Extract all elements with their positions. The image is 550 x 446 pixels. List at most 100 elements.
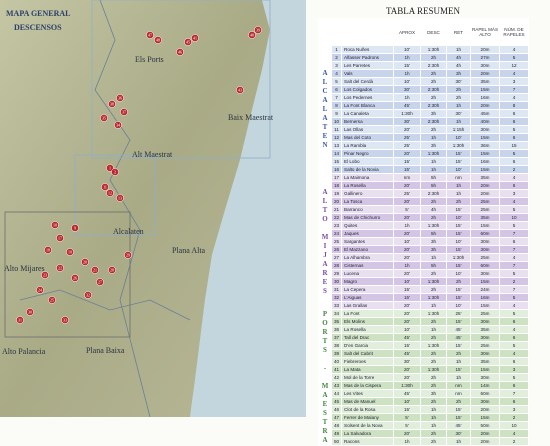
table-cell: 47 xyxy=(331,413,342,422)
table-cell: 1h xyxy=(420,325,447,334)
marker-dot xyxy=(41,271,49,279)
marker-dot xyxy=(26,308,34,316)
table-cell: 1h xyxy=(393,221,421,230)
table-cell: 1h xyxy=(446,101,471,110)
marker-dot xyxy=(91,266,99,274)
table-cell: 4h xyxy=(446,61,471,70)
table-cell: 24m xyxy=(470,285,500,294)
table-cell: Los Colgados xyxy=(341,85,394,94)
table-cell: 2h xyxy=(446,277,471,286)
table-cell: 30' xyxy=(393,117,421,126)
marker-label: 43 xyxy=(238,88,242,93)
marker-dot xyxy=(96,278,104,286)
table-cell: Alfasser Padrons xyxy=(341,53,394,62)
table-cell: 44 xyxy=(331,389,342,398)
table-cell: 10' xyxy=(393,237,421,246)
table-row: 15 El Lobo 15' 1h 15' 16m 6 xyxy=(318,157,529,166)
table-row: 7 Los Pedernes 1h 2h 2h 16m 4 xyxy=(318,93,529,102)
table-cell: 4 xyxy=(499,325,529,334)
table-cell: 2 xyxy=(499,413,529,422)
table-cell: 4 xyxy=(499,429,529,438)
column-header: DESC xyxy=(420,18,447,46)
table-cell: 1h xyxy=(420,301,447,310)
table-cell: 60m xyxy=(470,229,500,238)
column-header: APROX xyxy=(393,18,421,46)
table-cell: 45 xyxy=(331,397,342,406)
table-row: 42 Mol de la Torre 20' 2h 1h 30m 5 xyxy=(318,373,529,382)
marker-dot xyxy=(154,36,162,44)
table-cell: 35m xyxy=(470,357,500,366)
table-cell: 15' xyxy=(393,165,421,174)
table-cell: 5h xyxy=(420,181,447,190)
table-cell: 1:30h xyxy=(420,221,447,230)
table-cell: 6 xyxy=(499,397,529,406)
table-cell: 1h xyxy=(420,157,447,166)
table-cell: 12 xyxy=(499,61,529,70)
table-cell: 2h xyxy=(420,429,447,438)
table-cell: 15' xyxy=(446,261,471,270)
table-cell: nm xyxy=(446,389,471,398)
marker-dot xyxy=(248,31,256,39)
table-cell: 16m xyxy=(470,157,500,166)
table-cell: La Font xyxy=(341,309,394,318)
table-cell: 2h xyxy=(420,53,447,62)
marker-dot xyxy=(191,34,199,42)
table-cell: 5 xyxy=(499,205,529,214)
table-cell: 15' xyxy=(446,365,471,374)
table-cell: 2h xyxy=(420,69,447,78)
marker-label: 32 xyxy=(86,293,90,298)
table-cell: 27 xyxy=(331,253,342,262)
table-cell: 1h xyxy=(420,405,447,414)
table-cell: 1h xyxy=(446,373,471,382)
table-row: 47 Ferrer de Malany 5' 1h 15' 15m 2 xyxy=(318,413,529,422)
header-cell xyxy=(331,18,342,46)
table-cell: 30m xyxy=(470,333,500,342)
table-cell: 15' xyxy=(393,341,421,350)
table-cell: 6 xyxy=(499,117,529,126)
region-label: Alcalaten xyxy=(113,227,144,236)
table-row: 39 Salt del Cabrit 45' 2h 2h 30m 4 xyxy=(318,349,529,358)
table-cell: 45' xyxy=(393,349,421,358)
table-row: 10 Bernersa 30' 2:30h 1h 40m 6 xyxy=(318,117,529,126)
table-cell: 10' xyxy=(446,165,471,174)
table-title: TABLA RESUMEN xyxy=(385,6,461,16)
table-cell: 15' xyxy=(446,293,471,302)
table-row: 25 Sargantes 10' 3h 10' 30m 6 xyxy=(318,237,529,246)
marker-label: 26 xyxy=(73,276,77,281)
table-cell: 4 xyxy=(499,45,529,54)
table-cell: 12 xyxy=(331,133,342,142)
table-row: 18 La Rosella 20' 5h 1h 20m 6 xyxy=(318,181,529,190)
marker-label: 23 xyxy=(43,273,47,278)
table-cell: 5 xyxy=(499,53,529,62)
table-cell: 25' xyxy=(446,309,471,318)
table-cell: 2h xyxy=(420,357,447,366)
table-row: 4 Vals 1h 2h 3h 20m 4 xyxy=(318,69,529,78)
table-cell: 20' xyxy=(393,269,421,278)
table-cell: 6 xyxy=(331,85,342,94)
table-cell: 30m xyxy=(470,245,500,254)
table-cell: 35m xyxy=(470,173,500,182)
marker-dot xyxy=(146,31,154,39)
table-cell: 4 xyxy=(499,173,529,182)
table-cell: 2h xyxy=(446,349,471,358)
table-cell: 45m xyxy=(470,109,500,118)
table-cell: 11 xyxy=(331,125,342,134)
table-cell: 1:30h xyxy=(420,149,447,158)
section-label: ALTO MIJARES xyxy=(318,173,332,310)
table-cell: 2h xyxy=(420,381,447,390)
table-cell: Roca Nuñes xyxy=(341,45,394,54)
marker-dot xyxy=(16,316,24,324)
marker-dot xyxy=(108,100,116,108)
table-cell: 3 xyxy=(499,77,529,86)
table-cell: 6 xyxy=(499,133,529,142)
table-cell: 4 xyxy=(499,301,529,310)
table-cell: 14m xyxy=(470,381,500,390)
marker-dot xyxy=(254,26,262,34)
table-cell: 20m xyxy=(470,405,500,414)
table-cell: 5 xyxy=(499,373,529,382)
marker-dot xyxy=(100,114,108,122)
table-row: 19 Gallinero 25' 2:30h 1h 20m 3 xyxy=(318,189,529,198)
table-cell: 4h xyxy=(420,205,447,214)
table-cell: 15' xyxy=(446,405,471,414)
table-cell: 6 xyxy=(499,181,529,190)
